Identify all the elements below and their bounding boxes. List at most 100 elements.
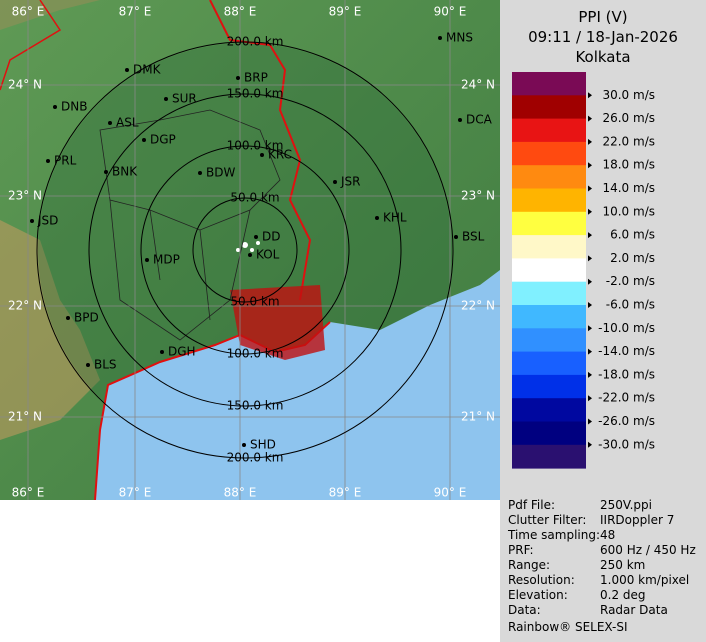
scale-label: 18.0 m/s bbox=[602, 158, 655, 172]
info-value: 1.000 km/pixel bbox=[600, 573, 690, 587]
range-ring bbox=[88, 93, 402, 407]
color-swatch bbox=[512, 398, 586, 422]
city-marker bbox=[104, 170, 108, 174]
lat-label: 21° N bbox=[8, 410, 42, 424]
range-rings bbox=[36, 41, 454, 459]
lon-label: 89° E bbox=[329, 5, 362, 19]
city-label: DCA bbox=[466, 113, 493, 127]
city-marker bbox=[254, 235, 258, 239]
footer: Rainbow® SELEX-SI bbox=[508, 620, 628, 634]
range-label: 100.0 km bbox=[227, 347, 284, 361]
city-label: SUR bbox=[172, 92, 197, 106]
info-value: IIRDoppler 7 bbox=[600, 513, 675, 527]
highland bbox=[0, 0, 100, 30]
city-label: SHD bbox=[250, 438, 276, 452]
color-swatch bbox=[512, 444, 586, 469]
lat-label: 23° N bbox=[461, 189, 495, 203]
tick-arrow bbox=[588, 395, 592, 402]
info-value: 600 Hz / 450 Hz bbox=[600, 543, 696, 557]
city-marker bbox=[236, 76, 240, 80]
city-marker bbox=[142, 138, 146, 142]
scale-label: -30.0 m/s bbox=[598, 437, 655, 451]
tick-arrow bbox=[588, 278, 592, 285]
scale-label: -18.0 m/s bbox=[598, 367, 655, 381]
city-label: DGP bbox=[150, 133, 176, 147]
color-swatch bbox=[512, 118, 586, 143]
city-marker bbox=[260, 153, 264, 157]
city-marker bbox=[248, 253, 252, 257]
lon-label: 90° E bbox=[434, 5, 467, 19]
lat-label: 23° N bbox=[8, 189, 42, 203]
district-borders bbox=[99, 109, 281, 341]
city-marker bbox=[242, 443, 246, 447]
city-label: BSL bbox=[462, 230, 485, 244]
scale-label: -2.0 m/s bbox=[606, 274, 655, 288]
scale-label: -6.0 m/s bbox=[606, 298, 655, 312]
city-label: DGH bbox=[168, 345, 196, 359]
clutter bbox=[236, 241, 260, 252]
color-swatch bbox=[512, 351, 586, 376]
tick-arrow bbox=[588, 92, 592, 99]
city-label: BLS bbox=[94, 358, 117, 372]
tick-arrow bbox=[588, 232, 592, 239]
range-ring bbox=[140, 145, 350, 355]
city-marker bbox=[30, 219, 34, 223]
color-swatch bbox=[512, 281, 586, 306]
lon-label: 89° E bbox=[329, 486, 362, 500]
range-label: 100.0 km bbox=[227, 139, 284, 153]
lat-label: 24° N bbox=[461, 78, 495, 92]
scale-label: -14.0 m/s bbox=[598, 344, 655, 358]
info-value: 250 km bbox=[600, 558, 646, 572]
city-marker bbox=[375, 216, 379, 220]
scale-label: -26.0 m/s bbox=[598, 414, 655, 428]
city-label: KOL bbox=[256, 248, 280, 262]
scale-label: 26.0 m/s bbox=[602, 111, 655, 125]
lat-label: 22° N bbox=[461, 299, 495, 313]
city-label: DNB bbox=[61, 100, 87, 114]
city-marker bbox=[164, 97, 168, 101]
scale-label: -22.0 m/s bbox=[598, 391, 655, 405]
info-key: Clutter Filter: bbox=[508, 513, 587, 527]
lat-label: 21° N bbox=[461, 410, 495, 424]
tick-arrow bbox=[588, 208, 592, 215]
range-label: 200.0 km bbox=[227, 451, 284, 465]
lat-label: 24° N bbox=[8, 78, 42, 92]
scale-label: 22.0 m/s bbox=[602, 134, 655, 148]
lon-label: 86° E bbox=[12, 5, 45, 19]
color-swatch bbox=[512, 72, 586, 96]
color-swatch bbox=[512, 141, 586, 166]
scale-label: -10.0 m/s bbox=[598, 321, 655, 335]
color-swatch bbox=[512, 211, 586, 236]
color-swatch bbox=[512, 258, 586, 283]
range-label: 200.0 km bbox=[227, 35, 284, 49]
tick-arrow bbox=[588, 418, 592, 425]
city-label: KRC bbox=[268, 148, 292, 162]
color-swatch bbox=[512, 374, 586, 399]
city-marker bbox=[438, 36, 442, 40]
tick-arrow bbox=[588, 185, 592, 192]
highland bbox=[0, 220, 100, 440]
info-key: Pdf File: bbox=[508, 498, 556, 512]
city-label: ASL bbox=[116, 116, 139, 130]
city-marker bbox=[454, 235, 458, 239]
city-label: KHL bbox=[383, 211, 407, 225]
sea bbox=[95, 270, 500, 500]
city-marker bbox=[66, 316, 70, 320]
color-swatch bbox=[512, 165, 586, 189]
lat-label: 22° N bbox=[8, 299, 42, 313]
range-ring bbox=[192, 197, 298, 303]
map-labels: 86° E 86° E 87° E 87° E 88° E 88° E 89° E 89° E… bbox=[8, 5, 495, 500]
city-label: DD bbox=[262, 230, 280, 244]
info-value: Radar Data bbox=[600, 603, 668, 617]
range-label: 50.0 km bbox=[230, 191, 279, 205]
city-label: PRL bbox=[54, 154, 77, 168]
scale-label: 6.0 m/s bbox=[610, 228, 655, 242]
city-marker bbox=[108, 121, 112, 125]
color-swatch bbox=[512, 235, 586, 259]
station: Kolkata bbox=[575, 48, 631, 66]
city-marker bbox=[125, 68, 129, 72]
info-value: 250V.ppi bbox=[600, 498, 652, 512]
lon-label: 86° E bbox=[12, 486, 45, 500]
color-swatch bbox=[512, 328, 586, 353]
info-key: Time sampling: bbox=[508, 528, 601, 542]
